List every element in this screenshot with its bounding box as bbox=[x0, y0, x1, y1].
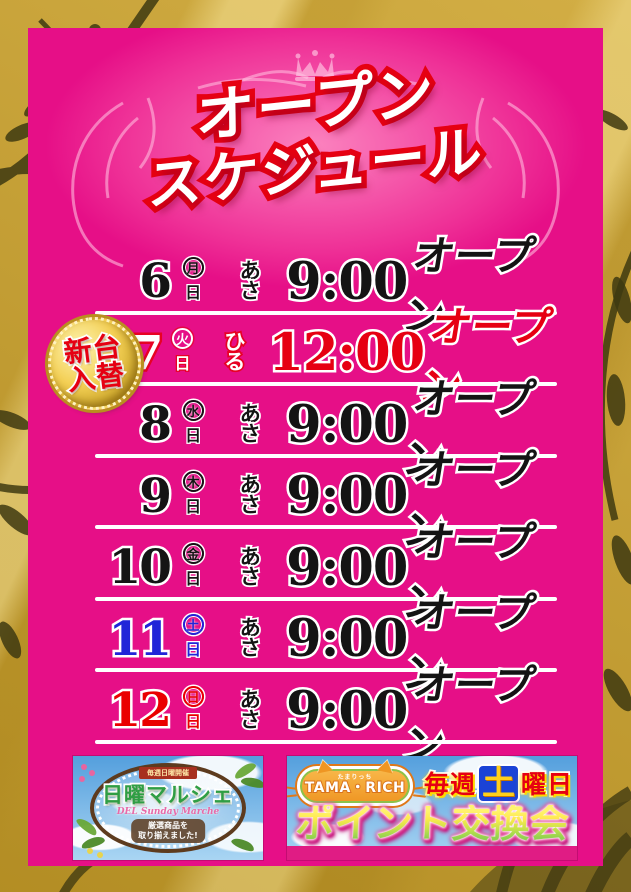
date-suffix: 日 bbox=[184, 282, 203, 304]
open-time: 9:00 bbox=[284, 535, 411, 600]
period-char: さ bbox=[238, 636, 263, 661]
period-char: あ bbox=[238, 258, 263, 283]
open-time: 9:00 bbox=[284, 392, 411, 457]
date-number: 6 bbox=[137, 252, 175, 312]
date-number: 8 bbox=[137, 395, 175, 455]
date-suffix: 日 bbox=[184, 568, 203, 590]
period-char: さ bbox=[238, 707, 263, 732]
marche-title: 日曜マルシェ bbox=[100, 781, 235, 809]
schedule-row: 6 月 日 あさ 9:00 オープン bbox=[95, 229, 557, 342]
marche-subtitle-script: DEL Sunday Marche bbox=[116, 807, 220, 817]
flower-decoration bbox=[97, 852, 103, 858]
flower-decoration bbox=[89, 770, 95, 776]
period-label: あさ bbox=[228, 401, 272, 446]
leaf-decoration bbox=[80, 835, 106, 850]
flower-decoration bbox=[79, 776, 85, 782]
date-number: 10 bbox=[106, 538, 174, 598]
period-label: ひる bbox=[215, 330, 254, 375]
open-time: 9:00 bbox=[284, 678, 411, 743]
marche-description-line-1: 厳選商品を bbox=[148, 821, 188, 830]
date-number: 9 bbox=[137, 466, 175, 526]
weekly-saturday-label: 毎週 土 曜日 bbox=[422, 764, 574, 803]
point-exchange-banner[interactable]: たまりっち TAMA・RICH 毎週 土 曜日 ポイント交換会 bbox=[287, 756, 577, 860]
weekly-suffix: 曜日 bbox=[519, 769, 574, 802]
tama-rich-logo-text: TAMA・RICH bbox=[304, 779, 406, 797]
date-suffix: 日 bbox=[184, 496, 203, 518]
weekday-circle: 木 bbox=[182, 471, 204, 493]
period-char: さ bbox=[238, 278, 263, 303]
leaf-decoration bbox=[230, 835, 256, 854]
weekday-column: 金 日 bbox=[174, 542, 212, 590]
weekday-column: 水 日 bbox=[174, 399, 212, 447]
period-char: ひ bbox=[223, 330, 248, 355]
cat-whisker bbox=[287, 786, 298, 790]
weekday-circle: 金 bbox=[182, 542, 204, 564]
weekday-column: 月 日 bbox=[174, 256, 212, 304]
period-char: あ bbox=[238, 687, 263, 712]
crown-flourish-decoration bbox=[71, 50, 560, 268]
weekday-column: 木 日 bbox=[174, 471, 212, 518]
flower-decoration bbox=[81, 764, 87, 770]
period-label: あさ bbox=[228, 616, 272, 661]
period-char: あ bbox=[238, 616, 263, 641]
period-label: あさ bbox=[228, 258, 272, 303]
tama-rich-logo-small-text: たまりっち bbox=[337, 774, 373, 782]
schedule-row: 8 水 日 あさ 9:00 オープン bbox=[95, 372, 557, 485]
date-suffix: 日 bbox=[173, 353, 192, 375]
point-exchange-title: ポイント交換会 bbox=[287, 802, 577, 847]
period-char: あ bbox=[238, 544, 263, 569]
date-suffix: 日 bbox=[184, 711, 203, 733]
weekday-circle: 火 bbox=[171, 328, 193, 350]
period-char: る bbox=[223, 350, 248, 375]
period-char: さ bbox=[238, 421, 263, 446]
schedule-row: 10 金 日 あさ 9:00 オープン bbox=[95, 515, 557, 628]
weekday-circle: 月 bbox=[182, 256, 204, 278]
weekday-circle: 水 bbox=[182, 399, 204, 421]
period-label: あさ bbox=[228, 544, 272, 589]
flower-decoration bbox=[87, 848, 93, 854]
schedule-row: 11 土 日 あさ 9:00 オープン bbox=[95, 587, 557, 700]
sunday-marche-banner[interactable]: 毎週日曜開催 日曜マルシェ DEL Sunday Marche 厳選商品を 取り… bbox=[73, 756, 263, 860]
badge-line-2: 入替 bbox=[64, 355, 129, 398]
weekday-circle: 土 bbox=[182, 614, 204, 636]
marche-schedule-note: 毎週日曜開催 bbox=[139, 767, 197, 779]
weekly-day: 土 bbox=[476, 764, 520, 803]
banner-bottom-band bbox=[287, 846, 577, 860]
period-char: さ bbox=[238, 564, 263, 589]
date-number: 11 bbox=[106, 609, 174, 669]
weekday-column: 日 日 bbox=[174, 685, 212, 733]
weekday-column: 土 日 bbox=[174, 614, 212, 661]
period-label: あさ bbox=[228, 473, 272, 518]
cat-whisker bbox=[287, 794, 298, 798]
weekday-column: 火 日 bbox=[165, 328, 199, 375]
period-label: あさ bbox=[228, 687, 272, 732]
open-time: 9:00 bbox=[284, 249, 411, 314]
open-label: オープン bbox=[397, 658, 542, 771]
schedule-rows: 6 月 日 あさ 9:00 オープン 7 火 日 ひる 12:00 オープン 8… bbox=[95, 229, 558, 771]
schedule-row: 9 木 日 あさ 9:00 オープン bbox=[95, 444, 557, 557]
period-char: あ bbox=[238, 473, 263, 498]
date-number: 12 bbox=[106, 681, 174, 741]
open-time: 9:00 bbox=[284, 607, 411, 672]
marche-description: 厳選商品を 取り揃えました! bbox=[131, 819, 205, 843]
schedule-row: 12 日 日 あさ 9:00 オープン bbox=[95, 658, 557, 771]
weekday-circle: 日 bbox=[182, 685, 204, 707]
weekly-prefix: 毎週 bbox=[422, 769, 477, 802]
open-time: 12:00 bbox=[266, 321, 428, 386]
tama-rich-logo: たまりっち TAMA・RICH bbox=[287, 766, 427, 806]
date-suffix: 日 bbox=[184, 639, 203, 661]
open-time: 9:00 bbox=[284, 464, 411, 529]
date-suffix: 日 bbox=[184, 425, 203, 447]
period-char: さ bbox=[238, 493, 263, 518]
period-char: あ bbox=[238, 401, 263, 426]
marche-description-line-2: 取り揃えました! bbox=[138, 831, 198, 840]
schedule-panel: オープン スケジュール 6 月 日 あさ 9:00 オープン 7 火 日 ひる … bbox=[28, 28, 603, 866]
